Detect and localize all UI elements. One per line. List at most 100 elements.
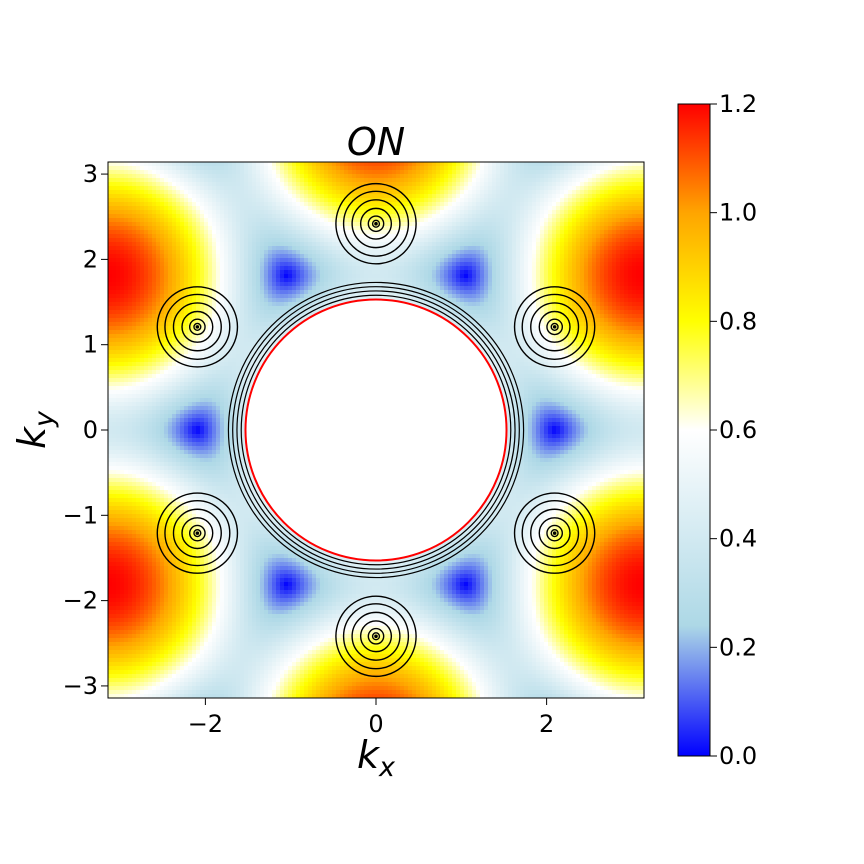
contour-cell	[212, 258, 217, 263]
contour-cell	[192, 382, 197, 387]
contour-cell	[156, 514, 161, 519]
contour-cell	[196, 370, 201, 375]
contour-cell	[216, 470, 221, 475]
contour-cell	[200, 530, 205, 535]
contour-cell	[164, 650, 169, 655]
contour-cell	[240, 354, 245, 359]
contour-cell	[112, 206, 117, 211]
contour-cell	[208, 474, 213, 479]
contour-cell	[168, 230, 173, 235]
contour-cell	[188, 310, 193, 315]
contour-cell	[172, 398, 177, 403]
contour-cell	[136, 274, 141, 279]
contour-cell	[188, 634, 193, 639]
contour-cell	[220, 326, 225, 331]
contour-cell	[140, 590, 145, 595]
contour-cell	[240, 170, 245, 175]
contour-cell	[192, 410, 197, 415]
contour-cell	[184, 478, 189, 483]
contour-cell	[172, 338, 177, 343]
contour-cell	[208, 634, 213, 639]
contour-cell	[164, 490, 169, 495]
contour-cell	[164, 370, 169, 375]
contour-cell	[148, 622, 153, 627]
contour-cell	[172, 402, 177, 407]
contour-cell	[224, 486, 229, 491]
contour-cell	[152, 286, 157, 291]
contour-cell	[204, 410, 209, 415]
contour-cell	[108, 530, 113, 535]
contour-cell	[228, 258, 233, 263]
contour-cell	[208, 282, 213, 287]
contour-cell	[160, 222, 165, 227]
contour-cell	[248, 622, 253, 627]
contour-cell	[188, 446, 193, 451]
contour-cell	[144, 666, 149, 671]
contour-cell	[228, 382, 233, 387]
contour-cell	[128, 210, 133, 215]
contour-cell	[172, 410, 177, 415]
contour-cell	[220, 486, 225, 491]
contour-cell	[204, 398, 209, 403]
contour-cell	[236, 522, 241, 527]
contour-cell	[164, 686, 169, 691]
contour-cell	[168, 234, 173, 239]
contour-cell	[240, 498, 245, 503]
contour-cell	[224, 202, 229, 207]
contour-cell	[152, 202, 157, 207]
contour-cell	[252, 534, 257, 539]
contour-cell	[156, 574, 161, 579]
contour-cell	[108, 198, 113, 203]
contour-cell	[244, 314, 249, 319]
contour-cell	[232, 290, 237, 295]
contour-cell	[176, 410, 181, 415]
contour-cell	[112, 606, 117, 611]
contour-cell	[200, 558, 205, 563]
contour-cell	[120, 542, 125, 547]
contour-cell	[240, 370, 245, 375]
contour-cell	[220, 670, 225, 675]
contour-cell	[172, 350, 177, 355]
contour-cell	[156, 602, 161, 607]
contour-cell	[140, 638, 145, 643]
contour-cell	[208, 186, 213, 191]
contour-cell	[252, 358, 257, 363]
contour-cell	[184, 450, 189, 455]
contour-cell	[148, 338, 153, 343]
contour-cell	[108, 454, 113, 459]
contour-cell	[204, 162, 209, 167]
contour-cell	[132, 466, 137, 471]
contour-cell	[168, 546, 173, 551]
contour-cell	[112, 530, 117, 535]
contour-cell	[232, 390, 237, 395]
contour-cell	[116, 482, 121, 487]
contour-cell	[252, 234, 257, 239]
contour-cell	[252, 670, 257, 675]
contour-cell	[176, 590, 181, 595]
contour-cell	[180, 266, 185, 271]
contour-cell	[204, 350, 209, 355]
contour-cell	[200, 206, 205, 211]
contour-cell	[192, 194, 197, 199]
contour-cell	[124, 258, 129, 263]
contour-cell	[224, 210, 229, 215]
contour-cell	[140, 402, 145, 407]
contour-cell	[156, 386, 161, 391]
contour-cell	[156, 214, 161, 219]
contour-cell	[224, 374, 229, 379]
contour-cell	[124, 626, 129, 631]
contour-cell	[136, 486, 141, 491]
contour-cell	[172, 386, 177, 391]
contour-cell	[236, 542, 241, 547]
contour-cell	[200, 586, 205, 591]
contour-cell	[216, 274, 221, 279]
contour-cell	[200, 430, 205, 435]
contour-cell	[196, 646, 201, 651]
contour-cell	[116, 418, 121, 423]
contour-cell	[128, 658, 133, 663]
contour-cell	[172, 174, 177, 179]
contour-cell	[200, 450, 205, 455]
contour-cell	[216, 630, 221, 635]
contour-cell	[120, 242, 125, 247]
contour-cell	[188, 274, 193, 279]
